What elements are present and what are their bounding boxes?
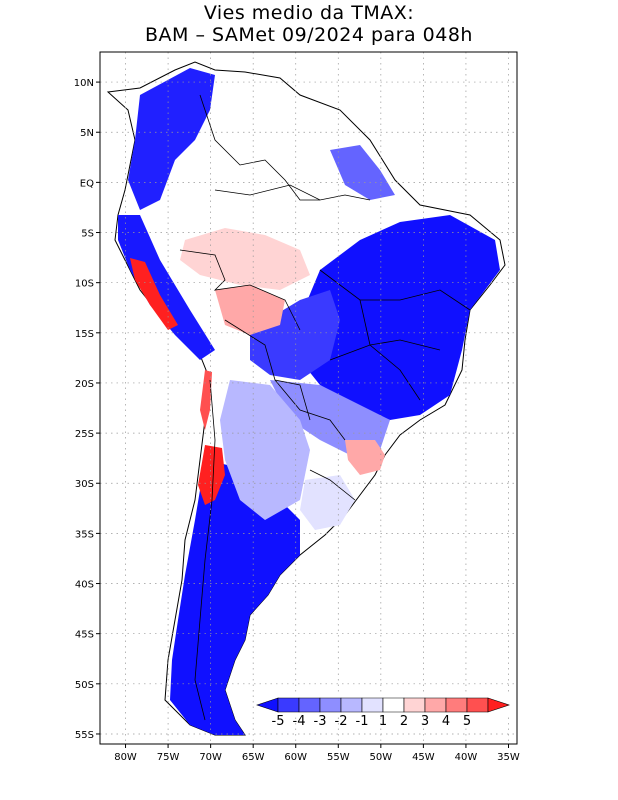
border-colombia-venezuela	[199, 94, 320, 201]
lat-label: 20S	[75, 379, 94, 390]
warm-southeast-brazil	[345, 440, 385, 475]
latitude-labels: 10N 5N EQ 5S 10S 15S 20S 25S 30S 35S 40S 45S 50S 55S	[74, 78, 100, 741]
colorbar-label: -3	[314, 714, 327, 729]
colorbar-swatch	[340, 697, 363, 713]
colorbar-label: 3	[421, 714, 429, 729]
lon-label: 45W	[412, 752, 435, 763]
colorbar: -5 -4 -3 -2 -1 1 2 3 4 5	[255, 695, 511, 729]
border-uruguay	[309, 469, 356, 501]
colorbar-swatch	[382, 697, 405, 713]
colorbar-label: 1	[379, 714, 387, 729]
lon-label: 55W	[327, 752, 350, 763]
lon-label: 60W	[284, 752, 307, 763]
lat-label: EQ	[80, 178, 94, 189]
cold-north-colombia	[128, 68, 215, 210]
lat-label: 25S	[75, 429, 94, 440]
colorbar-label: -4	[293, 714, 306, 729]
lat-lon-grid	[100, 52, 517, 744]
border-peru-brazil	[179, 249, 301, 331]
warm-peru-bolivia	[215, 285, 285, 335]
border-chile-argentina	[194, 379, 216, 721]
country-borders	[179, 94, 471, 721]
cold-west-coast-strip	[118, 215, 215, 360]
lat-label: 5S	[81, 229, 94, 240]
cold-argentina-central	[220, 380, 310, 520]
lat-label: 10N	[74, 78, 94, 89]
warm-andes-strip-south	[200, 370, 212, 430]
lon-label: 35W	[497, 752, 520, 763]
border-brazil-north	[214, 184, 371, 201]
colorbar-swatch	[466, 697, 489, 713]
lon-label: 40W	[455, 752, 478, 763]
border-paraguay	[274, 379, 346, 441]
cold-argentina-south	[170, 460, 300, 735]
lon-label: 50W	[370, 752, 393, 763]
warm-amazon	[180, 228, 310, 290]
colorbar-swatch	[298, 697, 321, 713]
lon-label: 65W	[242, 752, 265, 763]
lon-label: 70W	[199, 752, 222, 763]
lon-label: 80W	[114, 752, 137, 763]
border-brazil-states-3	[329, 339, 441, 361]
colorbar-label: -1	[356, 714, 369, 729]
border-brazil-states-2	[359, 299, 421, 401]
colorbar-swatch	[487, 697, 510, 713]
bias-shading	[118, 68, 500, 735]
colorbar-swatch	[277, 697, 300, 713]
map-frame	[99, 51, 518, 745]
colorbar-swatch	[445, 697, 468, 713]
lat-label: 55S	[75, 730, 94, 741]
map-title-line2: BAM – SAMet 09/2024 para 048h	[145, 24, 473, 46]
cold-band-central	[250, 290, 340, 380]
cold-guiana	[330, 145, 395, 200]
colorbar-swatch	[319, 697, 342, 713]
colorbar-label: -2	[335, 714, 348, 729]
colorbar-swatch	[424, 697, 447, 713]
colorbar-swatch	[403, 697, 426, 713]
lat-label: 50S	[75, 680, 94, 691]
lat-label: 10S	[75, 279, 94, 290]
lat-label: 45S	[75, 630, 94, 641]
border-brazil-states-1	[319, 269, 471, 311]
warm-chile-andes	[198, 445, 225, 505]
lat-label: 15S	[75, 329, 94, 340]
colorbar-swatch	[361, 697, 384, 713]
cold-core-brazil	[295, 215, 500, 420]
colorbar-label: -5	[272, 714, 285, 729]
lon-label: 75W	[157, 752, 180, 763]
lat-label: 5N	[80, 128, 94, 139]
map-title-line1: Vies medio da TMAX:	[203, 2, 415, 24]
colorbar-label: 4	[442, 714, 450, 729]
lat-label: 40S	[75, 580, 94, 591]
cold-moderate-south-brazil	[270, 380, 390, 455]
lat-label: 35S	[75, 529, 94, 540]
longitude-labels: 80W 75W 70W 65W 60W 55W 50W 45W 40W 35W	[114, 744, 520, 763]
warm-andes-strip-north	[130, 258, 178, 330]
lat-label: 30S	[75, 479, 94, 490]
colorbar-label: 2	[400, 714, 408, 729]
colorbar-label: 5	[463, 714, 471, 729]
